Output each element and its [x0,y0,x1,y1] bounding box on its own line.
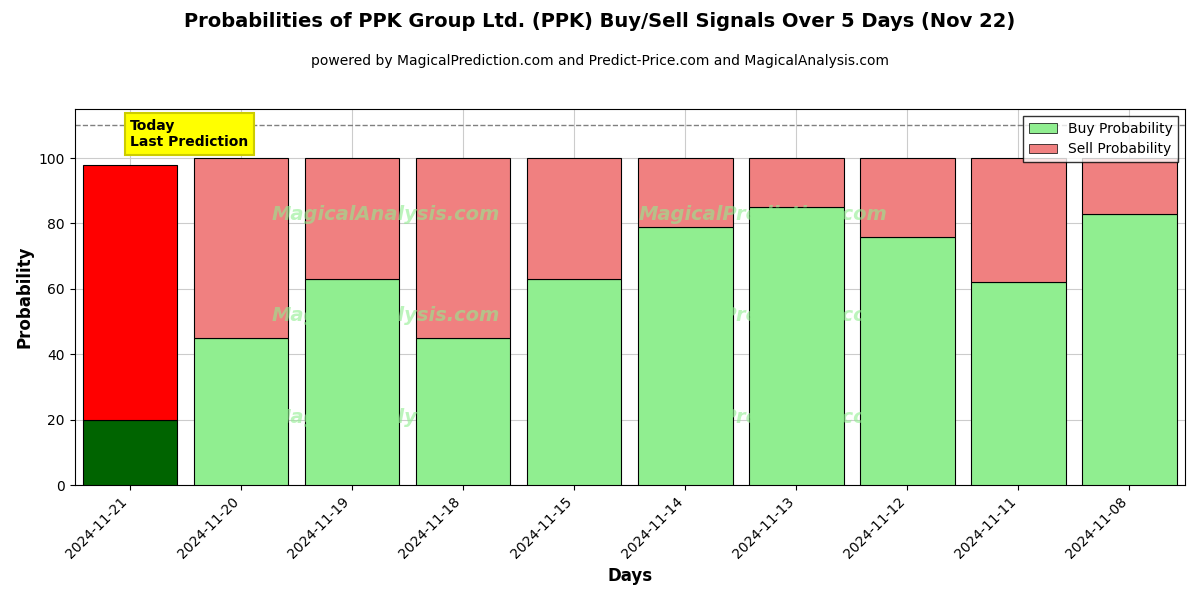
X-axis label: Days: Days [607,567,653,585]
Text: Today
Last Prediction: Today Last Prediction [130,119,248,149]
Bar [971,283,1066,485]
Bar [305,279,400,485]
Text: MagicalPrediction.com: MagicalPrediction.com [638,408,888,427]
Bar [860,236,955,485]
Text: MagicalPrediction.com: MagicalPrediction.com [638,205,888,224]
Bar [527,279,622,485]
Bar [527,158,622,279]
Bar [1082,158,1177,214]
Bar [749,207,844,485]
Bar [194,158,288,338]
Bar [305,158,400,279]
Bar [638,227,732,485]
Text: MagicalAnalysis.com: MagicalAnalysis.com [271,205,499,224]
Bar [194,338,288,485]
Text: MagicalAnalysis.com: MagicalAnalysis.com [271,408,499,427]
Bar [83,164,178,419]
Y-axis label: Probability: Probability [16,246,34,348]
Text: powered by MagicalPrediction.com and Predict-Price.com and MagicalAnalysis.com: powered by MagicalPrediction.com and Pre… [311,54,889,68]
Text: MagicalAnalysis.com: MagicalAnalysis.com [271,307,499,325]
Text: Probabilities of PPK Group Ltd. (PPK) Buy/Sell Signals Over 5 Days (Nov 22): Probabilities of PPK Group Ltd. (PPK) Bu… [185,12,1015,31]
Text: MagicalPrediction.com: MagicalPrediction.com [638,307,888,325]
Bar [83,419,178,485]
Bar [416,158,510,338]
Bar [1082,214,1177,485]
Legend: Buy Probability, Sell Probability: Buy Probability, Sell Probability [1024,116,1178,162]
Bar [971,158,1066,283]
Bar [416,338,510,485]
Bar [860,158,955,236]
Bar [749,158,844,207]
Bar [638,158,732,227]
